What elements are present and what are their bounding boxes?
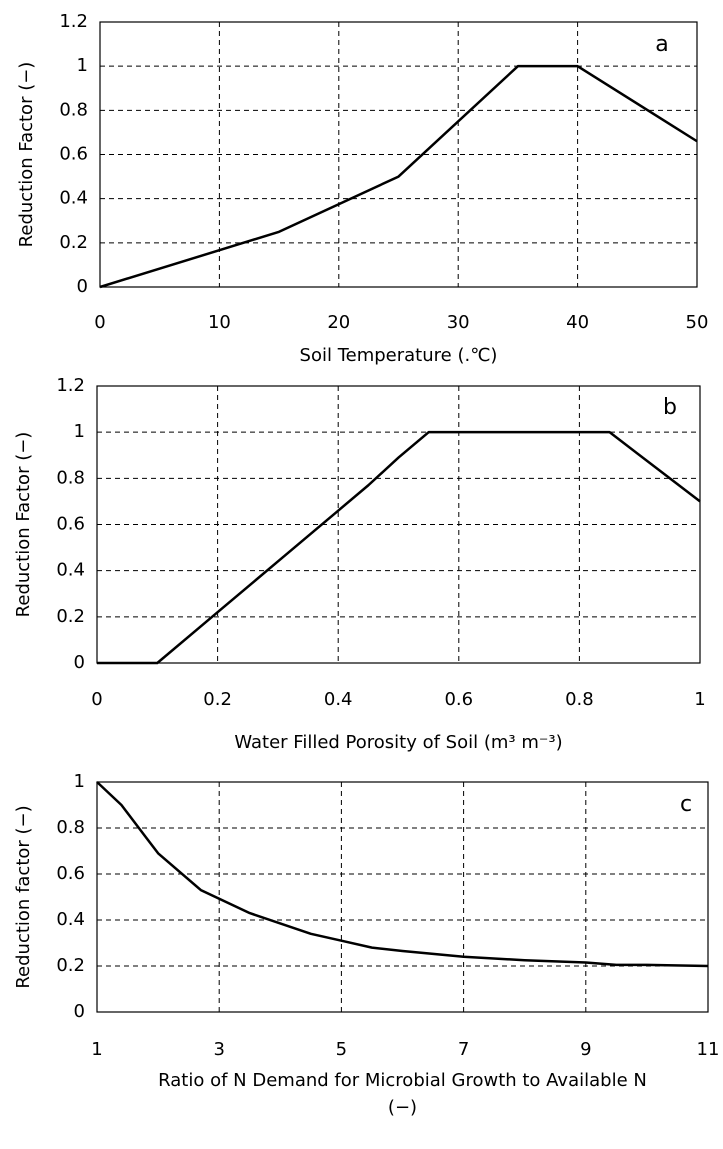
data-line	[99, 64, 698, 289]
y-tick-label: 1	[74, 771, 85, 792]
x-axis-label: Water Filled Porosity of Soil (m³ m⁻³)	[234, 732, 562, 753]
x-tick-label: 0	[91, 689, 102, 710]
y-tick-label: 0.8	[56, 467, 85, 488]
y-tick-label: 0.4	[56, 909, 85, 930]
x-tick-label: 9	[580, 1039, 591, 1060]
x-tick-label: 5	[336, 1039, 347, 1060]
x-tick-label: 30	[447, 312, 470, 333]
y-tick-label: 0.2	[56, 606, 85, 627]
x-tick-label: 0.8	[565, 689, 594, 710]
y-tick-label: 0.4	[59, 188, 88, 209]
y-tick-label: 0.6	[59, 144, 88, 165]
y-tick-label: 0.8	[59, 99, 88, 120]
y-tick-label: 0	[74, 652, 85, 673]
x-tick-label: 0.4	[324, 689, 353, 710]
y-tick-label: 0	[77, 276, 88, 297]
x-tick-label: 20	[327, 312, 350, 333]
x-tick-label: 3	[213, 1039, 224, 1060]
data-line	[97, 430, 701, 665]
y-tick-label: 1	[77, 55, 88, 76]
x-tick-label: 1	[91, 1039, 102, 1060]
x-axis-label: Soil Temperature (.℃)	[300, 345, 498, 366]
y-tick-label: 1	[74, 421, 85, 442]
x-tick-label: 0.2	[203, 689, 232, 710]
plot-frame	[99, 21, 698, 288]
y-axis-label: Reduction Factor (−)	[16, 62, 37, 248]
plot-frame	[96, 385, 701, 664]
y-tick-label: 0.2	[59, 232, 88, 253]
y-tick-label: 0.6	[56, 863, 85, 884]
y-axis-label: Reduction Factor (−)	[13, 432, 34, 618]
x-axis-label: Ratio of N Demand for Microbial Growth t…	[158, 1070, 647, 1091]
data-line	[96, 781, 709, 968]
panel-letter: c	[680, 792, 692, 817]
y-tick-label: 0.8	[56, 817, 85, 838]
x-tick-label: 11	[697, 1039, 720, 1060]
panel-letter: a	[655, 32, 668, 57]
x-tick-label: 0.6	[444, 689, 473, 710]
panel-letter: b	[663, 395, 677, 420]
x-tick-label: 7	[458, 1039, 469, 1060]
y-tick-label: 0.4	[56, 560, 85, 581]
x-axis-label: (−)	[388, 1097, 417, 1118]
y-axis-label: Reduction factor (−)	[13, 805, 34, 988]
y-tick-label: 1.2	[59, 11, 88, 32]
y-tick-label: 0.2	[56, 955, 85, 976]
x-tick-label: 0	[94, 312, 105, 333]
plot-frame	[96, 781, 709, 1013]
x-tick-label: 10	[208, 312, 231, 333]
x-tick-label: 40	[566, 312, 589, 333]
x-tick-label: 1	[694, 689, 705, 710]
y-tick-label: 0.6	[56, 514, 85, 535]
x-tick-label: 50	[686, 312, 709, 333]
y-tick-label: 1.2	[56, 375, 85, 396]
y-tick-label: 0	[74, 1001, 85, 1022]
